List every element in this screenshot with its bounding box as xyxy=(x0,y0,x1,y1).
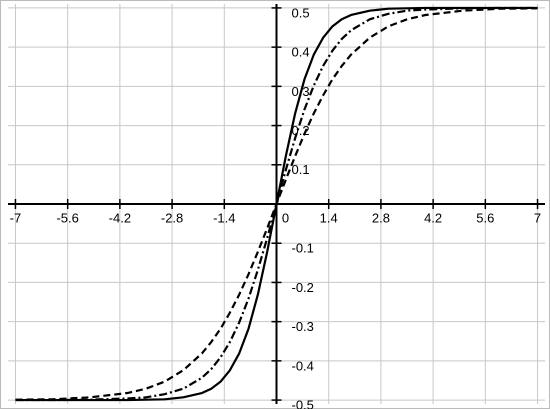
x-tick-label: -5.6 xyxy=(56,210,78,225)
x-tick-label: 5.6 xyxy=(476,210,494,225)
y-tick-label: -0.4 xyxy=(292,358,314,373)
x-tick-label: 0 xyxy=(282,210,289,225)
y-tick-label: 0.1 xyxy=(292,162,310,177)
x-tick-label: 2.8 xyxy=(372,210,390,225)
x-tick-label: 1.4 xyxy=(320,210,338,225)
line-series xyxy=(15,6,538,402)
line-series xyxy=(15,7,538,401)
x-tick-label: 4.2 xyxy=(424,210,442,225)
y-tick-label: 0.4 xyxy=(292,45,310,60)
y-tick-label: -0.1 xyxy=(292,241,314,256)
y-tick-label: -0.2 xyxy=(292,280,314,295)
x-tick-label: 7 xyxy=(534,210,541,225)
y-tick-label: -0.3 xyxy=(292,319,314,334)
x-tick-label: -7 xyxy=(10,210,22,225)
y-tick-label: -0.5 xyxy=(292,398,314,409)
x-tick-label: -4.2 xyxy=(109,210,131,225)
x-tick-label: -2.8 xyxy=(161,210,183,225)
y-tick-label: 0.5 xyxy=(292,5,310,20)
x-tick-label: -1.4 xyxy=(213,210,235,225)
